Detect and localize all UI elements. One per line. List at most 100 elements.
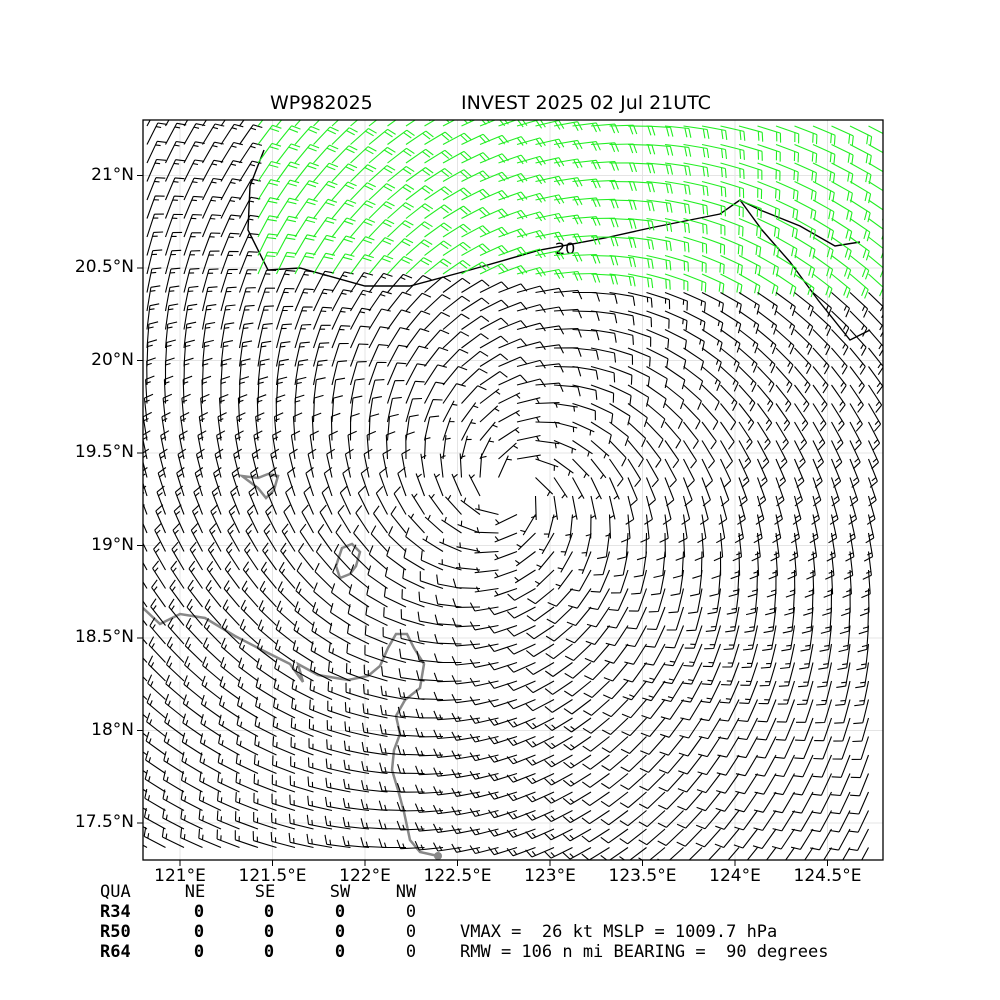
wind-barb: [327, 661, 351, 682]
wind-barb: [862, 551, 872, 580]
wind-barb: [507, 606, 536, 619]
wind-barb: [757, 236, 780, 258]
wind-barb: [433, 842, 462, 852]
wind-barb: [164, 321, 178, 349]
wind-barb: [326, 720, 351, 738]
lat-label: 21°N: [91, 164, 134, 185]
wind-barb: [195, 448, 205, 478]
wind-barb: [368, 165, 396, 182]
wind-barb: [572, 159, 601, 170]
map-frame: [142, 119, 884, 861]
wind-barb: [276, 120, 283, 127]
wind-barb: [838, 625, 851, 653]
wind-barb: [206, 560, 222, 589]
wind-barb: [469, 808, 499, 817]
wind-barb: [738, 143, 763, 161]
wind-barb: [701, 292, 724, 313]
wind-barb: [638, 791, 666, 809]
wind-barb: [433, 691, 462, 702]
wind-barb: [794, 273, 815, 298]
wind-barb: [681, 680, 703, 703]
wind-barb: [701, 199, 726, 217]
wind-barb: [405, 310, 431, 330]
wind-barb: [565, 514, 574, 539]
wind-barb: [646, 458, 659, 488]
wind-barb: [479, 263, 509, 275]
wind-barb: [812, 347, 830, 375]
wind-barb: [664, 217, 690, 234]
wind-barb: [572, 402, 596, 421]
wind-barb: [755, 736, 777, 759]
wind-barb: [257, 358, 270, 386]
wind-barb: [553, 458, 574, 476]
wind-barb: [272, 755, 296, 775]
wind-barb: [700, 680, 721, 704]
wind-barb: [387, 202, 414, 219]
wind-barb: [290, 737, 314, 756]
wind-barb: [468, 474, 481, 497]
wind-barb: [387, 309, 411, 330]
wind-barb: [757, 421, 771, 450]
wind-barb: [498, 426, 520, 441]
wind-barb: [683, 125, 710, 139]
wind-barb: [350, 218, 376, 238]
wind-barb: [646, 180, 673, 194]
wind-barb: [683, 458, 695, 488]
wind-barb: [498, 172, 528, 183]
wind-barb: [276, 161, 300, 182]
wind-barb: [335, 524, 351, 552]
wind-barb: [461, 188, 491, 201]
wind-barb: [451, 675, 481, 685]
wind-barb: [596, 532, 611, 560]
wind-barb: [845, 532, 855, 562]
wind-barb: [720, 255, 743, 276]
wind-barb: [525, 809, 555, 821]
wind-barb: [868, 162, 883, 173]
wind-barb: [231, 467, 241, 497]
wind-barb: [831, 144, 854, 165]
wind-barb: [638, 847, 666, 860]
wind-barb: [145, 375, 155, 404]
wind-barb: [798, 662, 814, 688]
wind-barb: [812, 181, 835, 203]
wind-barb: [479, 353, 509, 367]
wind-barb: [433, 729, 462, 740]
wind-barb: [192, 504, 203, 534]
wind-barb: [351, 544, 370, 571]
wind-barb: [257, 323, 273, 349]
wind-barb: [237, 394, 248, 423]
wind-barb: [275, 287, 295, 312]
wind-barb: [143, 580, 148, 589]
wind-barb: [433, 748, 462, 758]
wind-barb: [238, 233, 259, 256]
wind-barb: [368, 201, 395, 219]
wind-barb: [220, 286, 237, 312]
wind-barb: [368, 120, 378, 127]
wind-barb: [849, 440, 861, 470]
wind-barb: [143, 732, 148, 737]
wind-barb: [810, 828, 832, 851]
wind-barb: [831, 384, 846, 413]
wind-barb: [720, 403, 737, 431]
wind-barb: [692, 551, 703, 579]
wind-barb: [757, 403, 773, 431]
wind-barb: [256, 638, 277, 663]
wind-barb: [315, 543, 333, 571]
wind-barb: [415, 765, 444, 776]
wind-barb: [469, 602, 499, 612]
wind-barb: [207, 541, 222, 571]
wind-barb: [572, 365, 599, 380]
wind-barb: [751, 532, 761, 562]
wind-barb: [660, 717, 684, 738]
wind-barb: [583, 699, 610, 716]
wind-barb: [676, 828, 703, 847]
wind-barb: [646, 199, 673, 213]
wind-barb: [272, 736, 296, 756]
wind-barb: [146, 140, 167, 164]
wind-barb: [143, 807, 166, 830]
wind-barb: [144, 788, 166, 811]
wind-barb: [294, 120, 302, 127]
wind-barb: [800, 625, 814, 652]
wind-barb: [762, 625, 777, 651]
wind-barb: [331, 271, 354, 293]
